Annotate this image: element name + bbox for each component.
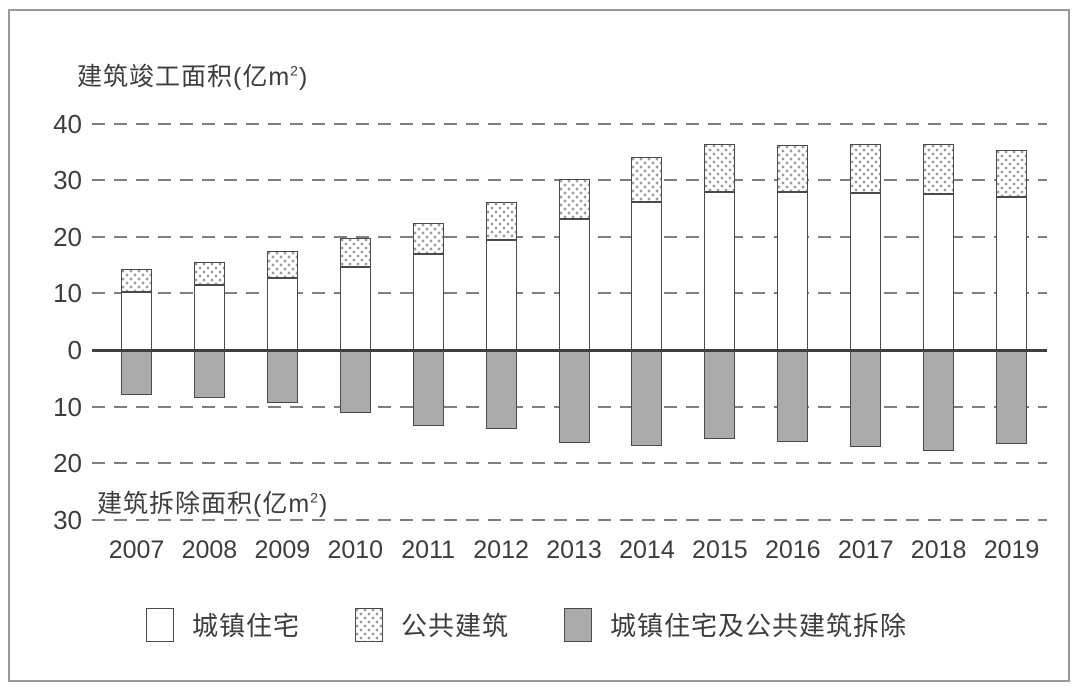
y-tick-label: 10 — [53, 391, 82, 422]
y-tick-label: 10 — [53, 278, 82, 309]
x-axis-year-label: 2008 — [181, 536, 238, 564]
bar-segment-urban-residential — [412, 254, 444, 350]
bar-segment-demolition — [193, 350, 225, 399]
x-axis-year-label: 2014 — [619, 536, 675, 564]
x-axis-year-label: 2007 — [108, 536, 165, 564]
bar-segment-public-buildings — [485, 201, 517, 241]
x-axis-year-label: 2019 — [983, 536, 1040, 564]
y-tick-label: 0 — [67, 335, 82, 365]
gridline — [92, 518, 1047, 521]
white-swatch-icon — [146, 607, 174, 642]
x-axis-year-label: 2018 — [910, 536, 967, 564]
bar-segment-public-buildings — [850, 143, 882, 193]
bar-segment-public-buildings — [193, 261, 225, 285]
bar-segment-public-buildings — [777, 144, 809, 193]
bar-segment-public-buildings — [339, 237, 371, 268]
x-axis-year-label: 2017 — [837, 536, 894, 564]
gridline — [92, 122, 1047, 125]
y-tick-label: 40 — [53, 108, 82, 139]
bar-segment-urban-residential — [923, 194, 955, 350]
bar-segment-urban-residential — [266, 278, 298, 350]
bar-segment-urban-residential — [485, 240, 517, 350]
y-tick-label: 30 — [53, 504, 82, 535]
dotted-swatch-icon — [355, 607, 384, 642]
bar-segment-demolition — [704, 350, 736, 439]
x-axis-year-label: 2013 — [546, 536, 602, 564]
zero-axis-line — [92, 348, 1047, 352]
bar-segment-demolition — [923, 350, 955, 451]
bar-segment-urban-residential — [558, 219, 590, 350]
completed-area-title-close: ) — [298, 63, 309, 91]
legend-item-demolition: 城镇住宅及公共建筑拆除 — [564, 606, 907, 643]
gray-swatch-icon — [564, 607, 593, 642]
bar-segment-demolition — [558, 350, 590, 443]
x-axis-year-label: 2010 — [327, 536, 384, 564]
bar-segment-public-buildings — [996, 150, 1028, 198]
bar-segment-demolition — [412, 350, 444, 427]
legend: 城镇住宅 公共建筑 城镇住宅及公共建筑拆除 — [146, 606, 907, 643]
bar-segment-public-buildings — [412, 222, 444, 255]
legend-label: 城镇住宅 — [192, 611, 301, 641]
bar-segment-urban-residential — [121, 291, 152, 350]
bar-segment-demolition — [850, 350, 882, 448]
chart-frame — [8, 9, 1070, 682]
demolished-area-title-close: ) — [318, 490, 329, 518]
bar-segment-urban-residential — [339, 267, 371, 350]
bar-segment-demolition — [339, 350, 371, 414]
legend-label: 公共建筑 — [401, 611, 510, 641]
x-axis-year-label: 2009 — [254, 536, 311, 564]
x-axis-year-label: 2015 — [692, 536, 748, 564]
superscript-2: 2 — [290, 62, 299, 79]
bar-segment-demolition — [121, 350, 152, 396]
demolished-area-axis-title: 建筑拆除面积(亿m2) — [97, 484, 328, 520]
demolished-area-title-text: 建筑拆除面积(亿m — [97, 490, 311, 518]
bar-segment-urban-residential — [631, 201, 663, 350]
x-axis-year-label: 2016 — [764, 536, 821, 564]
y-tick-label: 20 — [53, 221, 82, 252]
legend-label: 城镇住宅及公共建筑拆除 — [610, 611, 908, 641]
y-tick-label: 20 — [53, 448, 82, 479]
bar-segment-urban-residential — [704, 192, 736, 350]
bar-segment-urban-residential — [193, 284, 225, 350]
bar-segment-public-buildings — [923, 143, 955, 195]
bar-segment-urban-residential — [850, 192, 882, 350]
bar-segment-public-buildings — [266, 250, 298, 279]
completed-area-axis-title: 建筑竣工面积(亿m2) — [77, 57, 308, 93]
x-axis-year-label: 2011 — [401, 536, 456, 564]
superscript-2: 2 — [310, 489, 319, 506]
bar-segment-demolition — [996, 350, 1028, 444]
y-tick-label: 30 — [53, 165, 82, 196]
legend-item-public-buildings: 公共建筑 — [355, 606, 509, 643]
bar-segment-urban-residential — [996, 197, 1028, 350]
legend-item-urban-residential: 城镇住宅 — [146, 606, 300, 643]
bar-segment-demolition — [266, 350, 298, 404]
bar-segment-demolition — [777, 350, 809, 442]
bar-segment-public-buildings — [631, 156, 663, 202]
gridline — [92, 462, 1047, 465]
completed-area-title-text: 建筑竣工面积(亿m — [77, 63, 291, 91]
bar-segment-demolition — [631, 350, 663, 447]
bar-segment-public-buildings — [121, 269, 152, 292]
bar-segment-public-buildings — [558, 179, 590, 220]
bar-segment-demolition — [485, 350, 517, 430]
x-axis-year-label: 2012 — [473, 536, 529, 564]
bar-segment-urban-residential — [777, 192, 809, 350]
bar-segment-public-buildings — [704, 143, 736, 193]
